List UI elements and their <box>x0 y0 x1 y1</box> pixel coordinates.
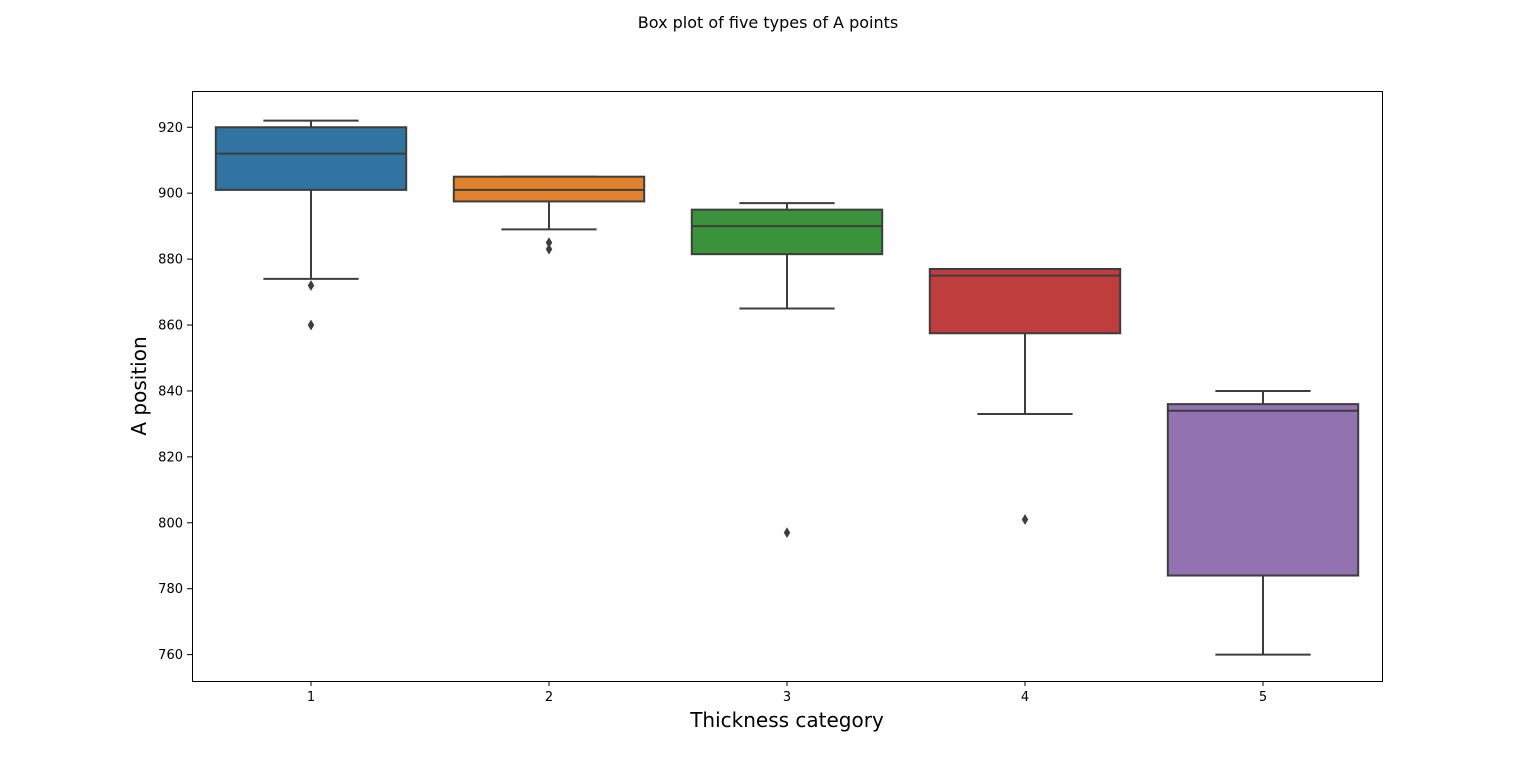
box-category-1 <box>214 119 408 331</box>
y-axis: 760 780 800 820 840 860 880 900 920 <box>158 121 192 663</box>
outlier-point <box>1021 514 1029 525</box>
y-tick-label: 800 <box>158 516 183 531</box>
box-category-4 <box>928 267 1122 525</box>
box-iqr <box>690 208 884 256</box>
plot-frame <box>192 91 1383 682</box>
outlier-point <box>783 527 791 539</box>
x-axis-label: Thickness category <box>689 708 884 732</box>
box-category-2 <box>452 175 646 255</box>
x-tick-label: 2 <box>545 690 553 705</box>
outlier-point <box>307 279 315 291</box>
box-iqr <box>214 126 408 191</box>
y-tick-label: 880 <box>158 253 183 268</box>
y-tick-label: 860 <box>158 319 183 334</box>
outlier-point <box>545 243 553 255</box>
x-tick-label: 5 <box>1259 690 1267 705</box>
x-tick-label: 4 <box>1021 690 1029 705</box>
outlier-point <box>307 319 315 331</box>
y-tick-label: 840 <box>158 384 183 399</box>
box-iqr <box>1166 403 1360 577</box>
chart-title: Box plot of five types of A points <box>637 13 899 32</box>
y-tick-label: 820 <box>158 450 183 465</box>
x-tick-label: 3 <box>783 690 791 705</box>
y-tick-label: 920 <box>158 121 183 136</box>
box-category-3 <box>690 202 884 539</box>
box-iqr <box>928 267 1122 335</box>
x-axis: 1 2 3 4 5 <box>307 681 1267 705</box>
y-tick-label: 780 <box>158 582 183 597</box>
y-axis-label: A position <box>127 336 151 435</box>
y-tick-label: 760 <box>158 648 183 663</box>
boxes-layer <box>214 119 1360 656</box>
x-tick-label: 1 <box>307 690 315 705</box>
box-category-5 <box>1166 389 1360 656</box>
y-tick-label: 900 <box>158 187 183 202</box>
